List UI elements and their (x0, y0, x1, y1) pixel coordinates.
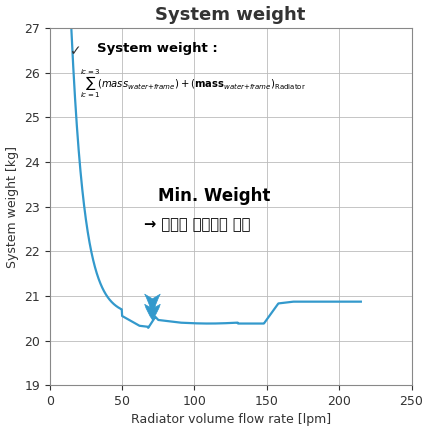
Title: System weight: System weight (155, 6, 306, 24)
Text: Min. Weight: Min. Weight (158, 187, 271, 205)
Text: System weight :: System weight : (97, 42, 218, 55)
Text: → 시스템 설계조건 반영: → 시스템 설계조건 반영 (144, 217, 250, 232)
Text: $\sum_{ic=1}^{ic=3}\!\left(\mathit{mass}_{water{+}frame}\right)+\left(\mathbf{ma: $\sum_{ic=1}^{ic=3}\!\left(\mathit{mass}… (81, 67, 307, 100)
X-axis label: Radiator volume flow rate [lpm]: Radiator volume flow rate [lpm] (130, 413, 331, 426)
Y-axis label: System weight [kg]: System weight [kg] (6, 146, 18, 267)
Text: ✓: ✓ (69, 44, 81, 58)
